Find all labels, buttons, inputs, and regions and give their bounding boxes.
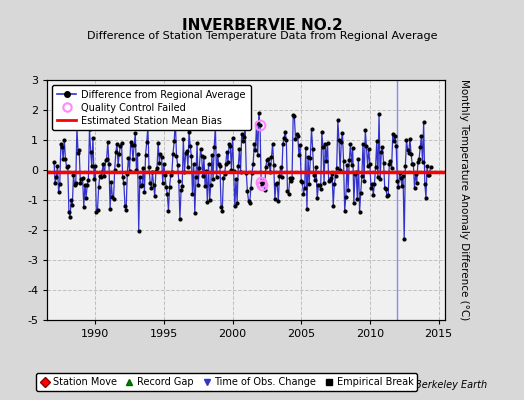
- Text: Berkeley Earth: Berkeley Earth: [415, 380, 487, 390]
- Y-axis label: Monthly Temperature Anomaly Difference (°C): Monthly Temperature Anomaly Difference (…: [460, 79, 470, 321]
- Legend: Difference from Regional Average, Quality Control Failed, Estimated Station Mean: Difference from Regional Average, Qualit…: [52, 85, 250, 130]
- Text: INVERBERVIE NO.2: INVERBERVIE NO.2: [182, 18, 342, 33]
- Legend: Station Move, Record Gap, Time of Obs. Change, Empirical Break: Station Move, Record Gap, Time of Obs. C…: [36, 373, 417, 391]
- Text: Difference of Station Temperature Data from Regional Average: Difference of Station Temperature Data f…: [87, 31, 437, 41]
